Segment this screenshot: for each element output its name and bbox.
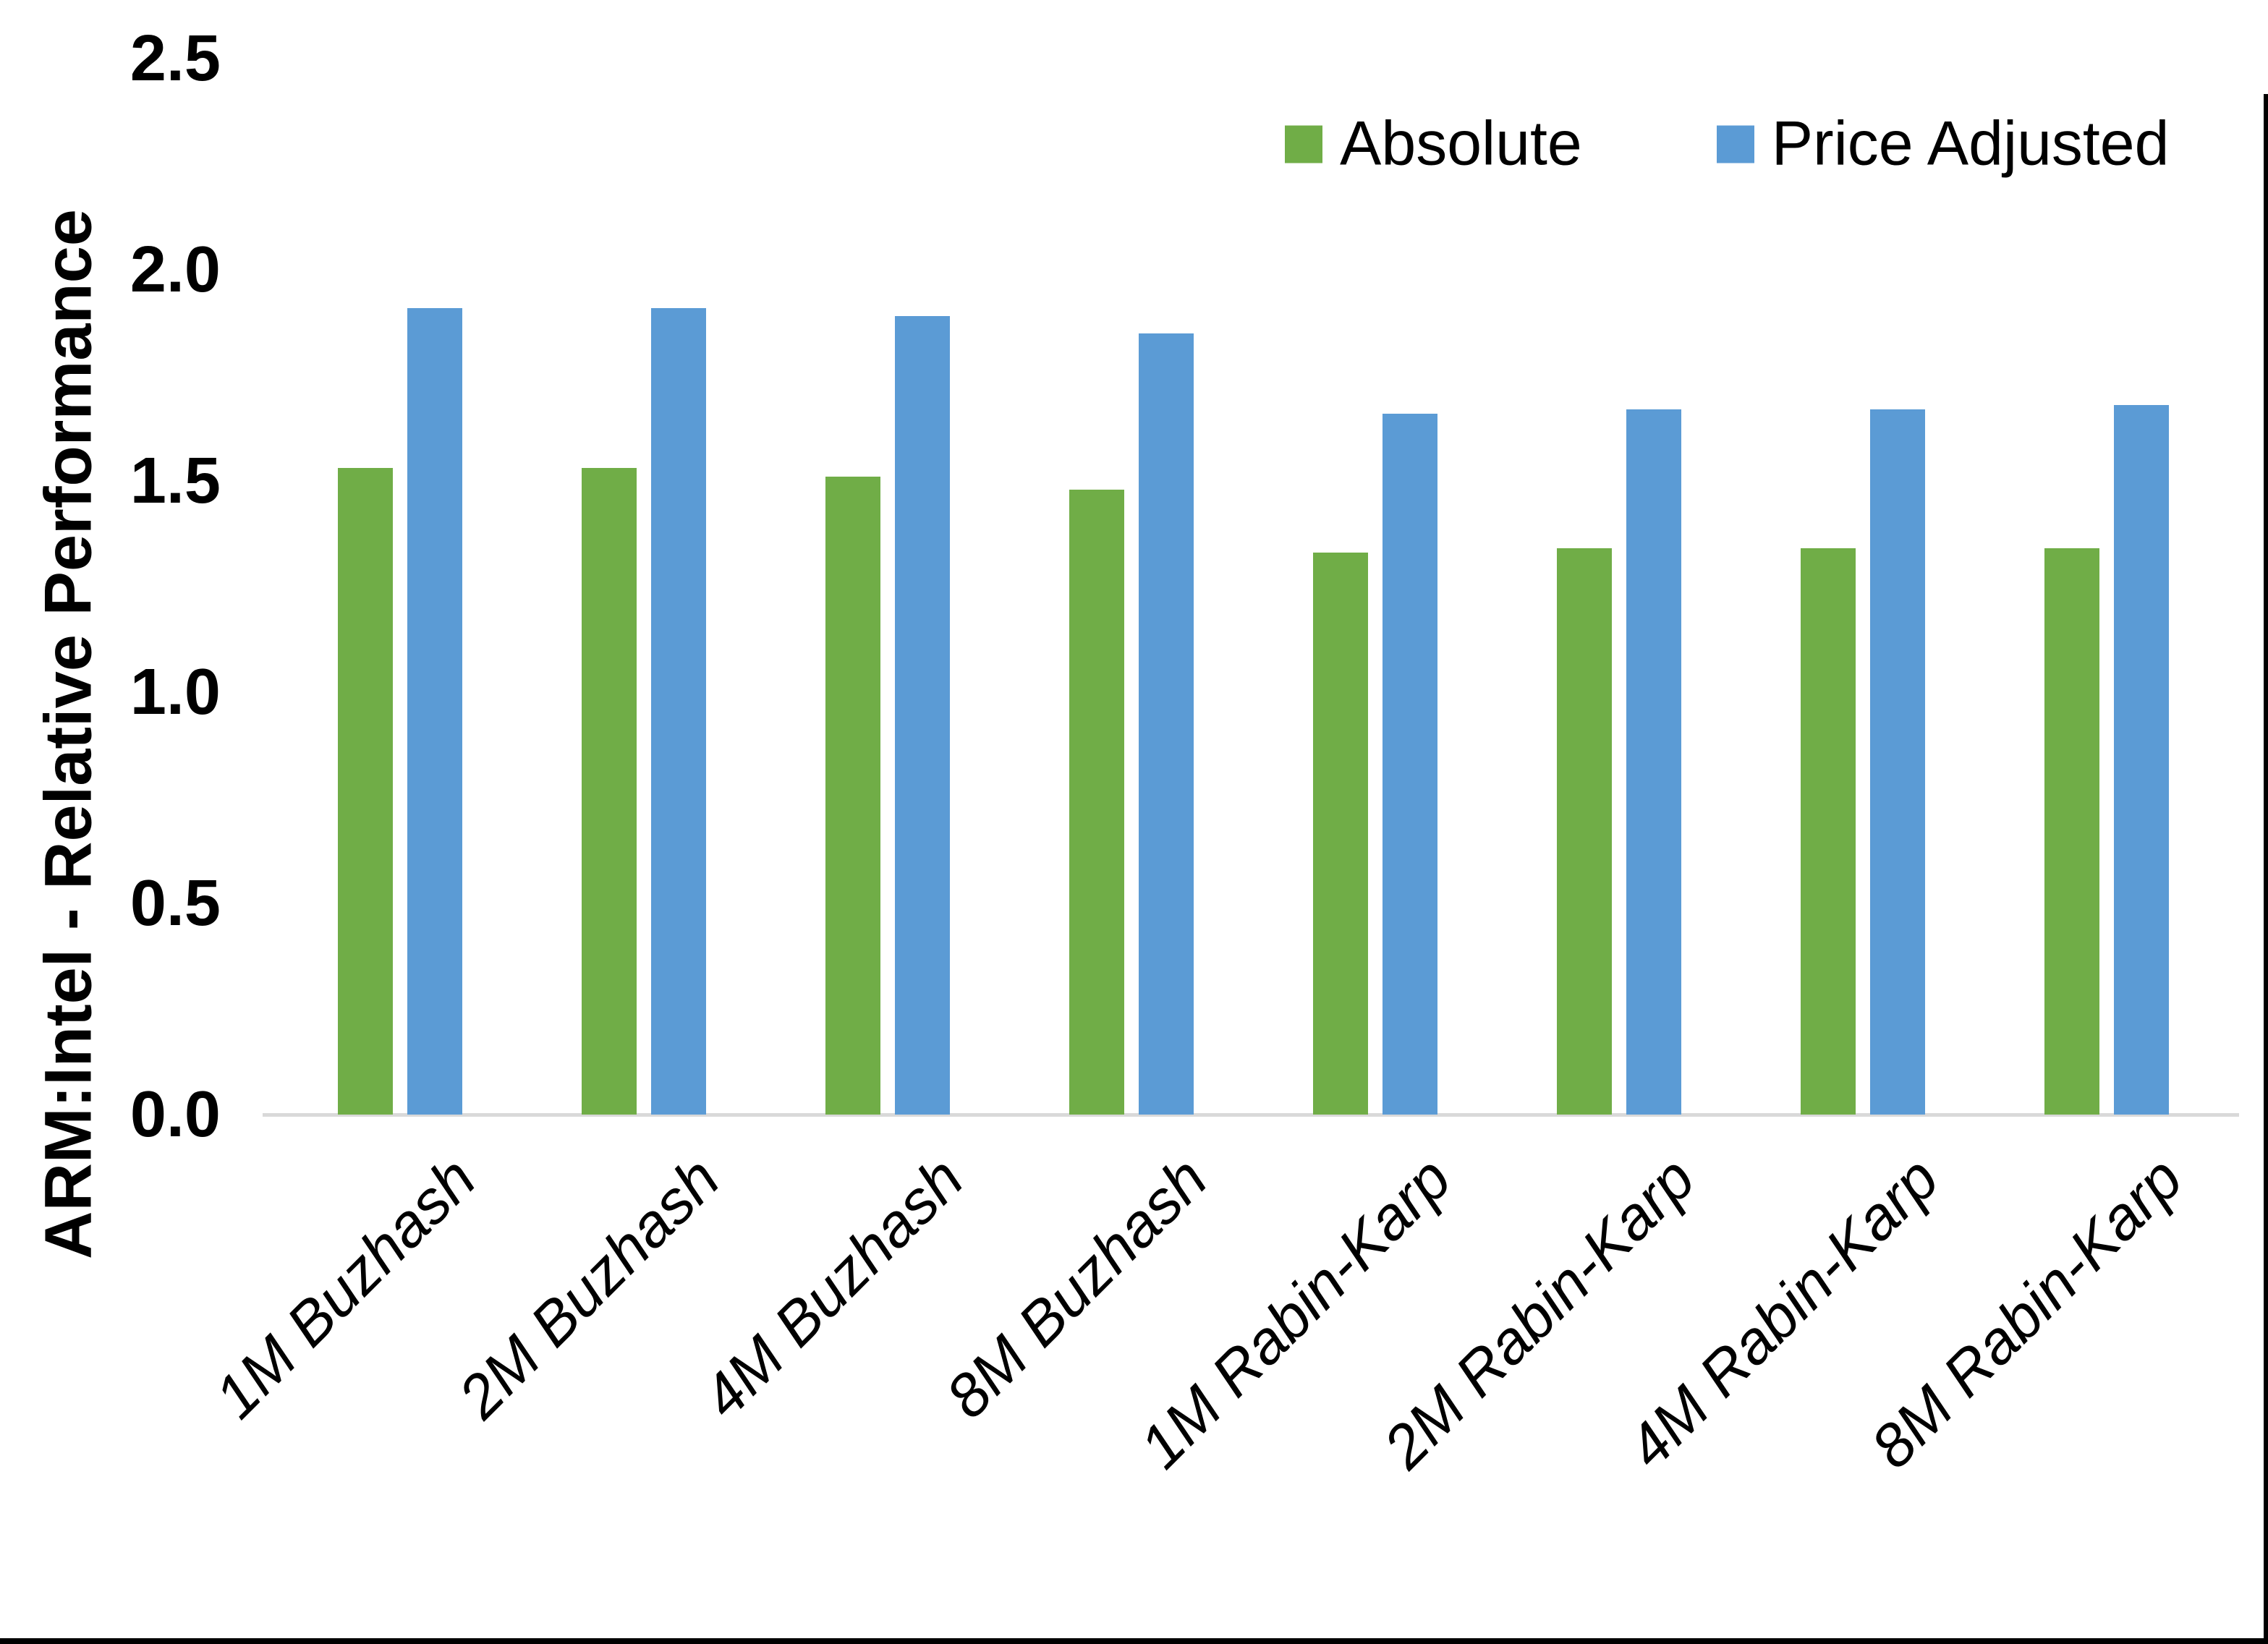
bar-price-adjusted-2m-buzhash (651, 308, 706, 1115)
legend: Absolute Price Adjusted (1285, 108, 2169, 180)
bar-absolute-8m-rabin-karp (2044, 548, 2099, 1115)
legend-item-price-adjusted: Price Adjusted (1716, 108, 2170, 180)
bar-absolute-4m-buzhash (825, 477, 880, 1115)
legend-label-price-adjusted: Price Adjusted (1771, 108, 2170, 179)
bar-price-adjusted-2m-rabin-karp (1626, 409, 1681, 1115)
bar-price-adjusted-4m-rabin-karp (1870, 409, 1925, 1115)
bar-absolute-2m-rabin-karp (1557, 548, 1612, 1115)
x-category-label-1m-buzhash: 1M Buzhash (201, 1143, 489, 1431)
legend-item-absolute: Absolute (1285, 108, 1582, 180)
bar-absolute-8m-buzhash (1069, 490, 1124, 1115)
legend-swatch-absolute (1285, 125, 1322, 163)
x-category-label-4m-buzhash: 4M Buzhash (689, 1143, 977, 1431)
y-tick-label-2.0: 2.0 (129, 234, 221, 306)
bar-price-adjusted-4m-buzhash (895, 316, 950, 1115)
bar-price-adjusted-8m-buzhash (1139, 333, 1194, 1115)
y-tick-label-0.5: 0.5 (129, 867, 221, 940)
bar-absolute-1m-buzhash (338, 468, 393, 1115)
bar-absolute-1m-rabin-karp (1313, 553, 1368, 1115)
x-category-label-2m-buzhash: 2M Buzhash (445, 1143, 733, 1431)
bar-absolute-2m-buzhash (582, 468, 637, 1115)
x-axis-baseline (263, 1113, 2239, 1117)
y-tick-label-0.0: 0.0 (129, 1078, 221, 1151)
y-tick-label-1.0: 1.0 (129, 656, 221, 728)
y-tick-label-2.5: 2.5 (129, 22, 221, 95)
figure-right-border (2264, 94, 2268, 1644)
bar-price-adjusted-8m-rabin-karp (2114, 405, 2169, 1115)
legend-swatch-price-adjusted (1716, 125, 1754, 163)
figure-bottom-border (0, 1638, 2268, 1644)
bar-absolute-4m-rabin-karp (1801, 548, 1856, 1115)
bar-price-adjusted-1m-rabin-karp (1383, 414, 1437, 1115)
y-tick-label-1.5: 1.5 (129, 445, 221, 517)
bar-price-adjusted-1m-buzhash (407, 308, 462, 1115)
legend-label-absolute: Absolute (1340, 108, 1582, 179)
